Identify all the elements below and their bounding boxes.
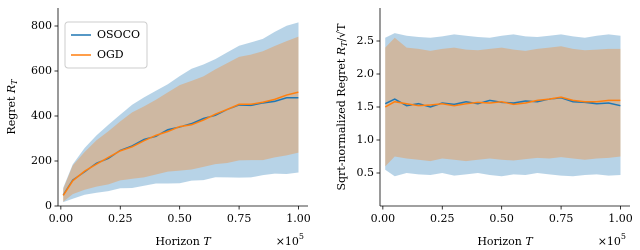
- x-offset-text: ×10: [598, 235, 621, 248]
- legend: OSOCO OGD: [64, 21, 148, 69]
- legend-label: OGD: [97, 48, 124, 61]
- x-axis-label-symbol: T: [525, 235, 534, 248]
- y-axis-label-text: Regret: [5, 96, 18, 135]
- y-tick-label: 2.5: [357, 34, 375, 47]
- x-offset-exponent: 5: [299, 232, 304, 241]
- y-axis-label-symbol: R: [335, 47, 348, 56]
- x-tick-label: 0.00: [49, 212, 74, 225]
- y-axis-label: Sqrt-normalized Regret RT/√T: [335, 23, 349, 191]
- y-tick-label: 0: [45, 199, 52, 212]
- x-offset-label: ×105: [598, 232, 626, 248]
- y-tick-label: 400: [31, 109, 52, 122]
- x-tick-label: 1.00: [286, 212, 311, 225]
- x-offset-label: ×105: [276, 232, 304, 248]
- x-tick-label: 0.75: [227, 212, 252, 225]
- x-offset-text: ×10: [276, 235, 299, 248]
- y-tick-label: 600: [31, 64, 52, 77]
- y-axis-label-suffix: /√T: [335, 23, 348, 42]
- x-axis-label-symbol: T: [203, 235, 212, 248]
- y-axis-label-subscript: T: [10, 79, 19, 85]
- confidence-band: [385, 33, 621, 177]
- x-tick-label: 0.50: [167, 212, 192, 225]
- y-axis-label-symbol: R: [5, 85, 18, 94]
- y-tick-label: 200: [31, 154, 52, 167]
- line: [384, 96, 621, 108]
- x-tick-label: 0.75: [549, 212, 574, 225]
- x-tick-label: 0.50: [489, 212, 514, 225]
- x-tick-label: 1.00: [608, 212, 633, 225]
- y-axis-label: Regret RT: [5, 79, 19, 135]
- y-tick-label: 0.5: [357, 166, 375, 179]
- x-tick-label: 0.00: [371, 212, 396, 225]
- legend-frame: [64, 21, 148, 69]
- confidence-band: [63, 36, 299, 202]
- line: [62, 91, 299, 196]
- x-tick-label: 0.25: [108, 212, 133, 225]
- x-tick-label: 0.25: [430, 212, 455, 225]
- x-axis-label-text: Horizon: [155, 235, 200, 248]
- y-axis-label-text: Sqrt-normalized Regret: [335, 58, 348, 190]
- legend-label: OSOCO: [97, 28, 140, 41]
- x-axis-label: Horizon T: [155, 235, 212, 248]
- x-offset-exponent: 5: [621, 232, 626, 241]
- x-axis-label: Horizon T: [477, 235, 534, 248]
- y-tick-label: 1.5: [357, 100, 375, 113]
- y-axis-label-subscript: T: [340, 41, 349, 47]
- y-tick-label: 1.0: [357, 133, 375, 146]
- y-tick-label: 800: [31, 19, 52, 32]
- confidence-band: [63, 22, 299, 203]
- x-axis-label-text: Horizon: [477, 235, 522, 248]
- y-tick-label: 2.0: [357, 67, 375, 80]
